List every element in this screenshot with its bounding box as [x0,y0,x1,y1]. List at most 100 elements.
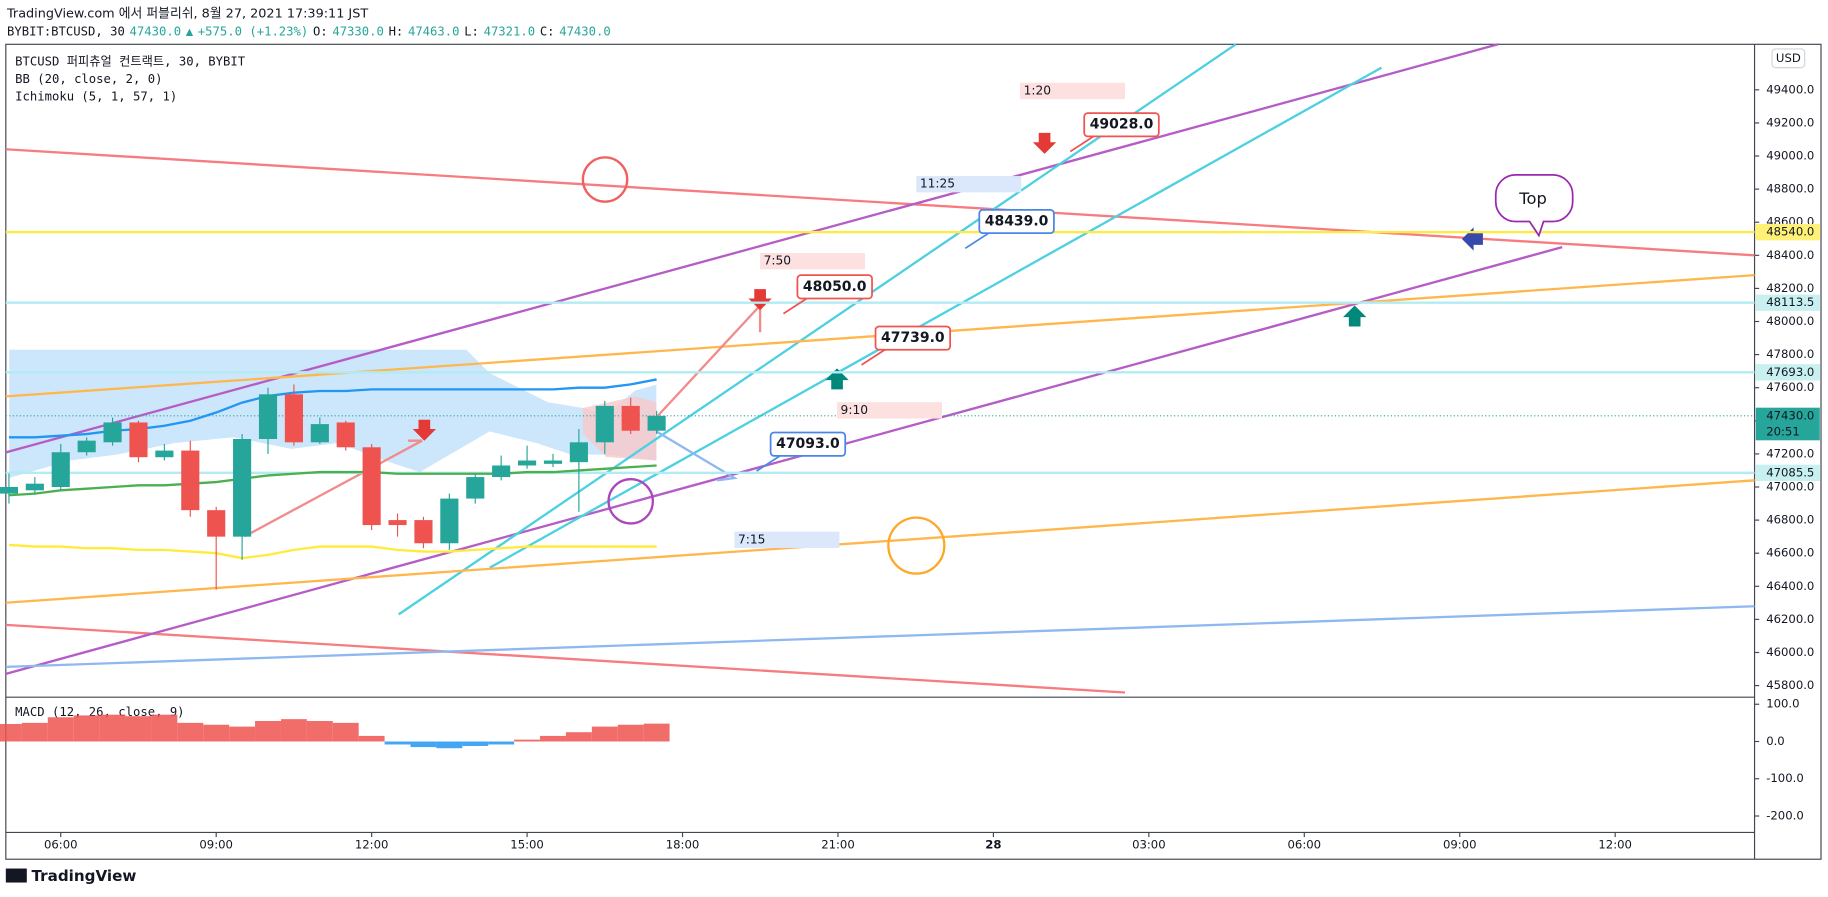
symbol-part: 47430.0 [559,24,611,38]
y-tick-label: 47600.0 [1766,380,1814,394]
macd-histogram-bar [591,726,618,742]
price-label-bg [1755,294,1820,311]
y-tick-label: 0.0 [1766,734,1785,748]
price-label-bg [1755,364,1820,381]
price-label-bg [1755,464,1820,482]
y-tick-label: 47000.0 [1766,479,1814,493]
time-range-label: 11:25 [920,177,955,191]
price-label-bg [1755,223,1820,241]
candle-body [543,460,563,464]
candle-body [258,394,278,440]
time-range-label: 7:15 [738,532,765,546]
candle-body [0,486,19,494]
drawings [5,43,1755,694]
arrow-down-icon [1032,132,1057,154]
symbol-part: 47463.0 [408,24,460,38]
time-range-label: 1:20 [1024,83,1051,97]
price-label-time: 20:51 [1766,425,1800,439]
logo-mark [5,868,27,883]
trend-line [489,66,1383,569]
y-tick-label: 47800.0 [1766,347,1814,361]
logo: TradingView [31,867,136,885]
candle-body [362,447,381,526]
candle-body [569,442,588,463]
candle-body [414,520,433,544]
symbol-part: C: [540,24,555,38]
macd-histogram-bar [514,739,541,742]
macd-histogram-bar [0,723,22,742]
macd-histogram-bar [488,741,515,745]
legend-line: BTCUSD 퍼피츄얼 컨트랙트, 30, BYBIT [15,54,246,68]
x-tick-label: 03:00 [1132,838,1166,852]
arrow-up-icon [825,368,849,390]
time-range-label: 9:10 [841,403,868,417]
price-label: 47693.0 [1766,365,1814,379]
trend-line [5,623,1126,694]
callout-tail [861,349,886,366]
macd-histogram-bar [462,741,489,746]
symbol-line: BYBIT:BTCUSD, 30 47430.0 ▲ +575.0 (+1.23%) O… [7,24,611,38]
callout-text: 48050.0 [803,279,867,295]
x-tick-label: 09:00 [1443,838,1477,852]
arrow [655,430,738,482]
time-range-bg [760,252,866,270]
macd-histogram-bar [617,724,644,742]
callout-text: 47739.0 [881,330,945,346]
y-tick-label: 100.0 [1766,697,1799,711]
candle-body [595,405,614,443]
trend-line [5,479,1755,604]
y-tick-label: 46000.0 [1766,645,1814,659]
symbol-part: L: [464,24,479,38]
trend-line [398,43,1237,616]
time-range-bg [734,531,840,548]
macd-histogram-bar [332,722,359,742]
y-tick-label: 48800.0 [1766,182,1814,196]
candle-body [466,477,485,499]
arrow-up-icon [1343,305,1367,327]
candle-body [207,510,226,537]
bubble-shape [1494,174,1574,238]
candle-body [77,440,96,453]
y-tick-label: -100.0 [1766,771,1804,785]
macd-histogram-bar [280,719,307,742]
price-label: 47085.5 [1766,465,1814,479]
y-tick-label: 49400.0 [1766,82,1814,96]
y-tick-label: 49000.0 [1766,149,1814,163]
macd-histogram-bar [47,717,74,742]
candle-body [310,424,329,443]
emoji-neutral [607,477,655,525]
callout-text: 49028.0 [1090,117,1154,133]
time-range-bg [916,176,1022,193]
y-tick-label: 48400.0 [1766,248,1814,262]
callout-tail [1069,135,1095,153]
x-tick-label: 15:00 [510,838,544,852]
x-tick-label: 18:00 [666,838,700,852]
candle-body [647,415,666,431]
macd-histogram-bar [73,715,100,742]
candle-body [518,460,537,466]
price-label: 47430.0 [1766,408,1814,422]
callout-box [978,208,1055,235]
callout-box [796,274,873,300]
trend-line [5,605,1755,669]
x-tick-label: 21:00 [821,838,855,852]
x-tick-label: 09:00 [199,838,233,852]
callout-box [874,325,952,351]
y-tick-label: 46600.0 [1766,546,1814,560]
callout-tail [782,297,808,315]
price-label-bg [1755,407,1820,441]
y-tick-label: 49200.0 [1766,115,1814,129]
publish-line: TradingView.com 에서 퍼블리쉬, 8월 27, 2021 17:… [6,7,368,22]
callout-box [1083,112,1160,138]
arrow-down-icon [412,419,437,441]
y-tick-label: -200.0 [1766,809,1804,823]
macd-histogram-bar [306,721,333,742]
candle-body [621,405,640,431]
macd-histogram-bar [151,714,178,742]
macd-histogram-bar [643,723,670,742]
trend-line [5,148,1755,257]
macd-histogram-bar [21,722,48,742]
x-tick-label: 12:00 [1598,838,1632,852]
emoji-smile [581,156,629,203]
candle-body [25,483,44,491]
